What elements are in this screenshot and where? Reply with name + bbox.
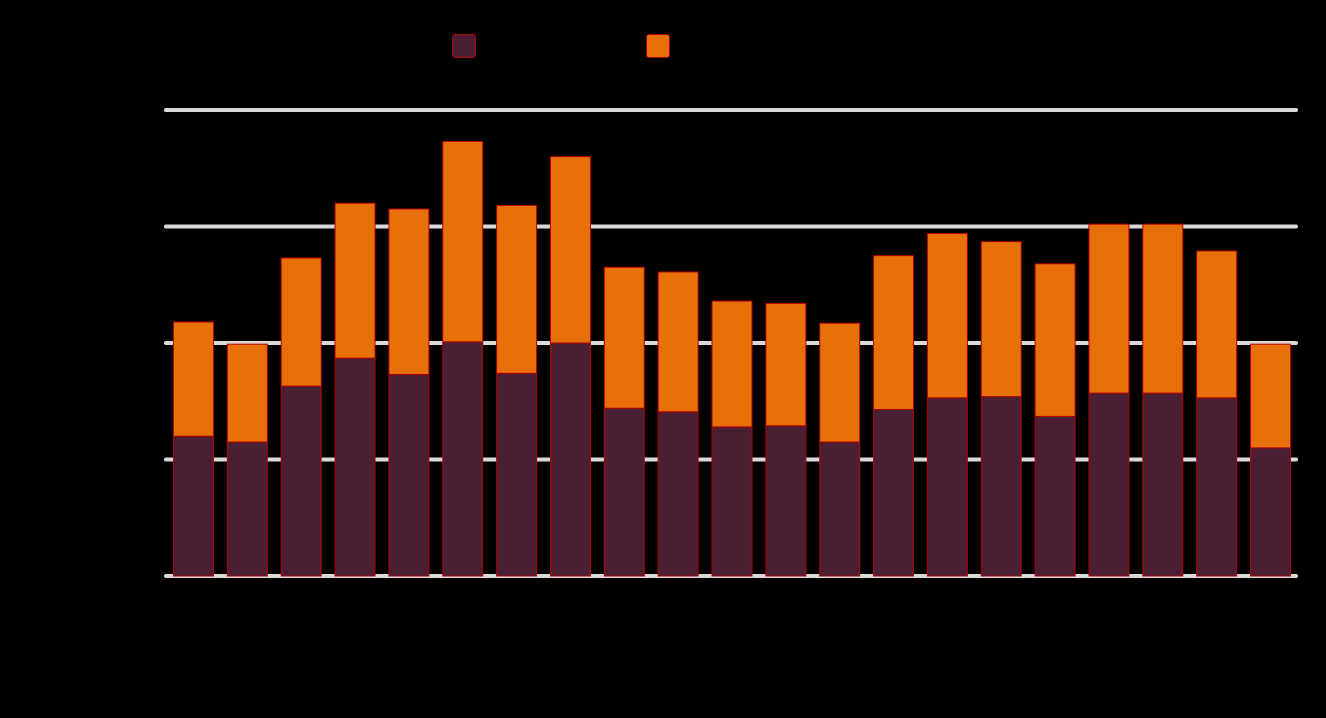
bar-6-series-1 <box>442 341 484 577</box>
bar-14-series-1 <box>873 408 915 577</box>
bar-1-series-2 <box>173 321 214 437</box>
bar-10-series-2 <box>657 271 699 413</box>
bar-3-series-1 <box>280 385 322 577</box>
bar-18-series-1 <box>1088 392 1130 577</box>
legend-swatch-series-1 <box>452 34 476 58</box>
bar-17-series-1 <box>1034 415 1076 577</box>
bar-16-series-1 <box>980 396 1022 577</box>
bar-7-series-1 <box>496 372 538 577</box>
bar-19-series-1 <box>1142 392 1184 577</box>
bar-7-series-2 <box>496 205 538 374</box>
bar-18-series-2 <box>1088 223 1130 394</box>
bar-5-series-2 <box>388 208 430 375</box>
bar-11-series-1 <box>711 426 753 577</box>
bar-20-series-2 <box>1196 250 1238 399</box>
bar-3-series-2 <box>280 257 322 387</box>
bar-20-series-1 <box>1196 397 1238 577</box>
bar-12-series-2 <box>765 302 807 427</box>
bar-12-series-1 <box>765 425 807 577</box>
bar-10-series-1 <box>657 411 699 577</box>
bars <box>173 140 1291 577</box>
legend-swatch-series-2 <box>646 34 670 58</box>
bar-4-series-2 <box>334 202 376 359</box>
bar-4-series-1 <box>334 357 376 577</box>
bar-2-series-1 <box>226 441 268 577</box>
bar-21-series-2 <box>1250 343 1291 449</box>
bar-11-series-2 <box>711 300 753 428</box>
bar-8-series-2 <box>549 156 591 344</box>
bar-5-series-1 <box>388 373 430 577</box>
bar-15-series-1 <box>926 397 968 577</box>
bar-6-series-2 <box>442 140 484 343</box>
bar-8-series-1 <box>549 342 591 577</box>
bar-1-series-1 <box>173 435 214 577</box>
bar-9-series-1 <box>603 407 645 577</box>
bar-13-series-2 <box>819 322 861 443</box>
bar-15-series-2 <box>926 232 968 399</box>
bar-14-series-2 <box>873 255 915 410</box>
bar-21-series-1 <box>1250 447 1291 577</box>
bar-17-series-2 <box>1034 263 1076 417</box>
bar-19-series-2 <box>1142 223 1184 394</box>
bar-2-series-2 <box>226 343 268 443</box>
bar-9-series-2 <box>603 266 645 409</box>
bar-13-series-1 <box>819 441 861 577</box>
bar-16-series-2 <box>980 241 1022 398</box>
